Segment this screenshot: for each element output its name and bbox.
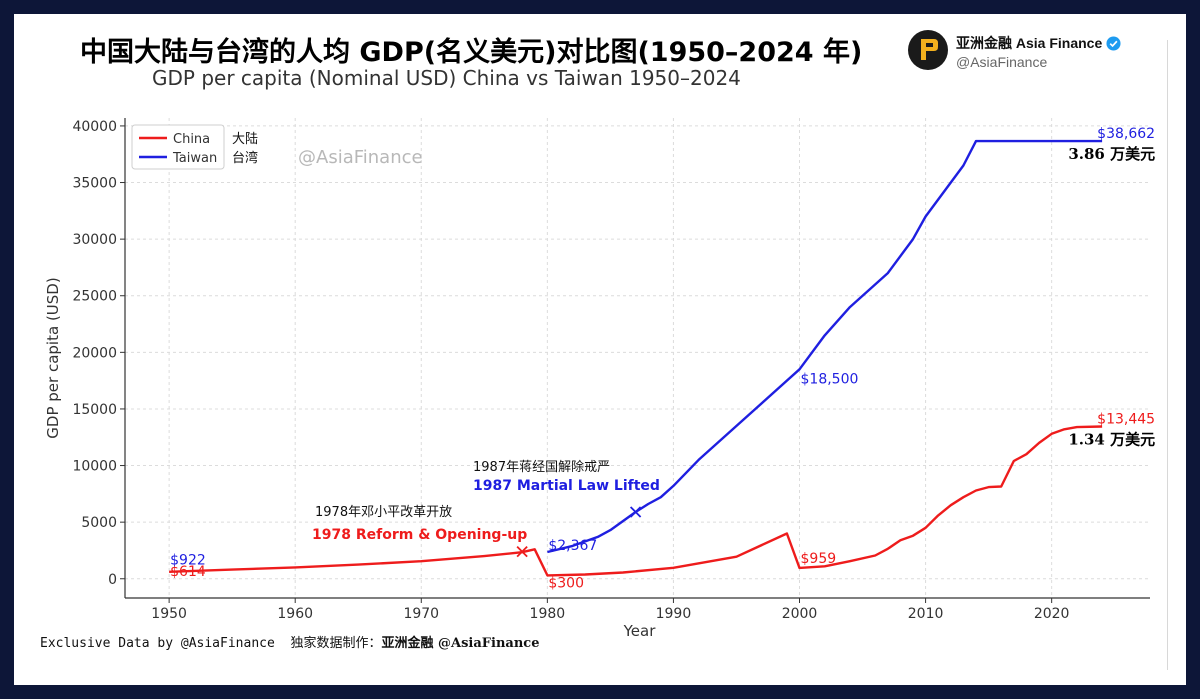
verified-badge-icon — [1106, 36, 1121, 54]
chart-title: GDP per capita (Nominal USD) China vs Ta… — [152, 66, 741, 90]
data-label: $300 — [548, 575, 584, 591]
data-label: $959 — [801, 551, 837, 567]
data-label: $18,500 — [801, 371, 859, 387]
footer-middle: 独家数据制作： — [290, 636, 382, 651]
brand-logo-icon — [908, 30, 948, 70]
y-tick-label: 40000 — [72, 119, 117, 135]
page-title: 中国大陆与台湾的人均 GDP(名义美元)对比图(1950–2024 年) — [80, 37, 863, 68]
watermark-text: @AsiaFinance — [298, 147, 423, 168]
legend-note: 台湾 — [232, 150, 258, 166]
x-tick-label: 1980 — [530, 606, 566, 622]
footer-credit: Exclusive Data by @AsiaFinance 独家数据制作：亚洲… — [40, 632, 539, 651]
data-label: $38,662 — [1097, 126, 1155, 142]
marker-stroke — [516, 545, 528, 558]
footer-right: 亚洲金融 @AsiaFinance — [381, 636, 540, 651]
event-marker — [516, 545, 528, 558]
marker-stroke — [629, 506, 642, 518]
brand-handle: @AsiaFinance — [956, 54, 1048, 70]
data-label: $922 — [170, 552, 206, 568]
annotation-zh: 1987年蒋经国解除戒严 — [473, 460, 610, 475]
x-tick-label: 2000 — [782, 606, 818, 622]
footer-left: Exclusive Data by @AsiaFinance — [40, 636, 275, 651]
y-axis-title: GDP per capita (USD) — [44, 277, 62, 438]
data-label: $2,367 — [548, 538, 597, 554]
x-tick-label: 1950 — [151, 606, 187, 622]
data-label: $614 — [170, 564, 206, 580]
series-line-china — [169, 425, 1103, 577]
y-tick-label: 5000 — [81, 515, 117, 531]
annotation-en: 1987 Martial Law Lifted — [473, 478, 660, 494]
x-tick-label: 1990 — [656, 606, 692, 622]
annotation-zh: 1978年邓小平改革开放 — [315, 505, 452, 520]
y-tick-label: 0 — [108, 572, 117, 588]
legend-label: China — [173, 132, 210, 147]
legend-label: Taiwan — [172, 151, 217, 166]
data-sublabel: 1.34 万美元 — [1068, 431, 1155, 449]
brand-name: 亚洲金融 Asia Finance — [956, 33, 1121, 54]
x-tick-label: 1960 — [277, 606, 313, 622]
x-tick-label: 2020 — [1034, 606, 1070, 622]
series-line-taiwan — [547, 139, 1103, 554]
y-tick-label: 30000 — [72, 232, 117, 248]
legend-note: 大陆 — [232, 131, 258, 147]
x-axis-title: Year — [623, 622, 657, 640]
data-sublabel: 3.86 万美元 — [1068, 145, 1155, 163]
brand-header[interactable]: 亚洲金融 Asia Finance @AsiaFinance — [908, 30, 1158, 74]
y-tick-label: 15000 — [72, 402, 117, 418]
event-marker — [629, 506, 642, 518]
x-tick-label: 1970 — [403, 606, 439, 622]
data-label: $13,445 — [1097, 412, 1155, 428]
y-tick-label: 35000 — [72, 176, 117, 192]
y-tick-label: 25000 — [72, 289, 117, 305]
brand-name-text: 亚洲金融 Asia Finance — [956, 35, 1103, 51]
divider-line — [1167, 40, 1168, 670]
y-tick-label: 20000 — [72, 345, 117, 361]
x-tick-label: 2010 — [908, 606, 944, 622]
annotation-en: 1978 Reform & Opening-up — [312, 527, 527, 543]
y-tick-label: 10000 — [72, 459, 117, 475]
legend: China 大陆 Taiwan 台湾 — [131, 124, 258, 170]
